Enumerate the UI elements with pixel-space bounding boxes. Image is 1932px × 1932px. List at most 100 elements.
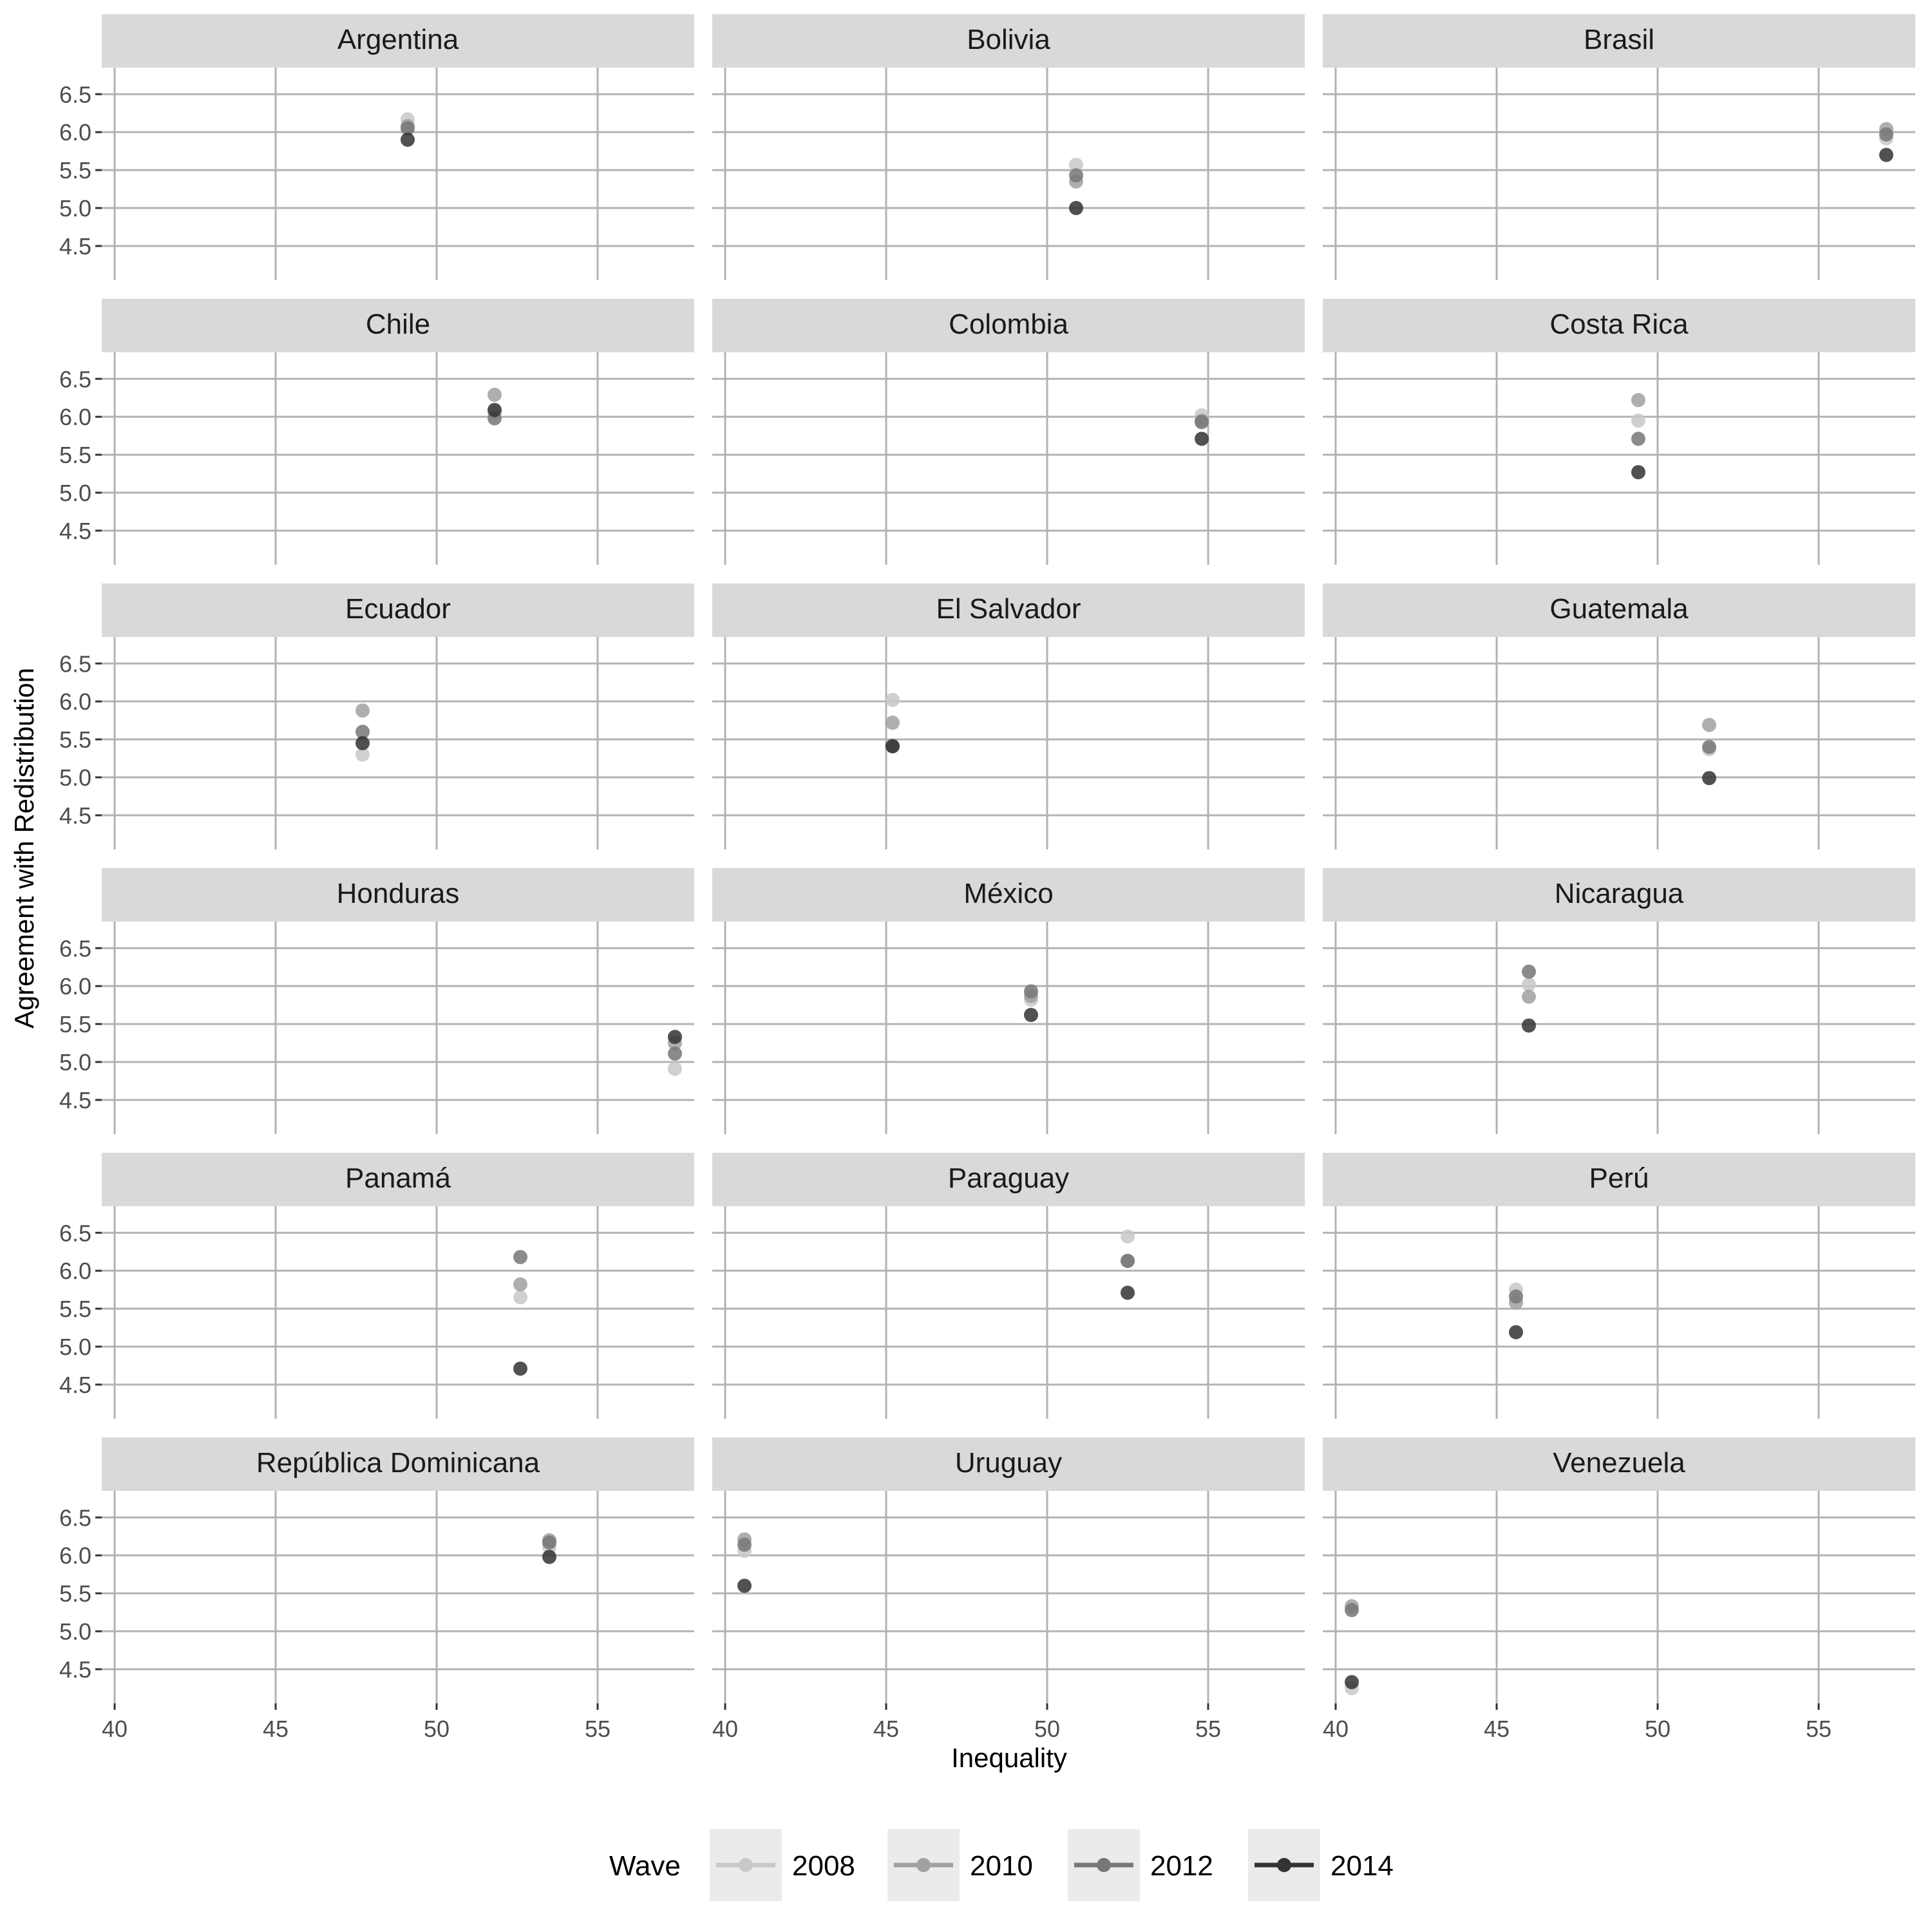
- facet-panel: Nicaragua: [1323, 868, 1915, 1134]
- facet-panel: Uruguay: [712, 1437, 1305, 1703]
- facet-strip: [712, 1437, 1305, 1491]
- facet-panel: Argentina: [102, 14, 694, 280]
- data-point-2008: [1069, 157, 1083, 172]
- legend-key-point: [916, 1858, 931, 1872]
- panel-background: [712, 352, 1305, 565]
- panel-background: [712, 922, 1305, 1134]
- y-tick-label: 6.0: [59, 404, 91, 430]
- panel-background: [1323, 637, 1915, 849]
- data-point-2012: [1631, 431, 1645, 446]
- facet-panels: Argentina Bolivia Brasil Chile Colombia Costa…: [102, 14, 1915, 1703]
- panel-background: [102, 1206, 694, 1419]
- x-tick-label: 50: [1645, 1716, 1671, 1742]
- legend-key-point: [1277, 1858, 1291, 1872]
- y-tick-label: 5.0: [59, 1334, 91, 1360]
- data-point-2014: [1121, 1285, 1135, 1300]
- data-point-2012: [1345, 1603, 1359, 1618]
- facet-panel: República Dominicana: [102, 1437, 694, 1703]
- data-point-2014: [355, 736, 370, 750]
- y-tick-label: 6.5: [59, 650, 91, 677]
- x-tick-label: 55: [1806, 1716, 1832, 1742]
- facet-strip: [1323, 1437, 1915, 1491]
- legend-item: 2010: [887, 1829, 1033, 1901]
- facet-panel: Perú: [1323, 1153, 1915, 1419]
- data-point-2014: [1024, 1007, 1038, 1022]
- x-tick-label: 40: [1323, 1716, 1349, 1742]
- y-tick-label: 6.0: [59, 1542, 91, 1569]
- data-point-2012: [542, 1535, 556, 1550]
- facet-title: Honduras: [337, 878, 460, 909]
- x-tick-label: 45: [1484, 1716, 1510, 1742]
- data-point-2010: [488, 388, 502, 402]
- facet-panel: Paraguay: [712, 1153, 1305, 1419]
- y-tick-label: 4.5: [59, 518, 91, 544]
- data-point-2014: [668, 1030, 682, 1045]
- x-tick-label: 45: [873, 1716, 899, 1742]
- y-tick-label: 5.0: [59, 764, 91, 791]
- panel-background: [102, 1491, 694, 1703]
- y-tick-label: 4.5: [59, 802, 91, 829]
- facet-title: Venezuela: [1553, 1447, 1685, 1479]
- data-point-2008: [668, 1061, 682, 1076]
- y-tick-label: 6.5: [59, 1220, 91, 1246]
- facet-title: Costa Rica: [1549, 308, 1689, 340]
- data-point-2014: [1195, 431, 1209, 446]
- y-tick-label: 4.5: [59, 233, 91, 260]
- data-point-2014: [1345, 1675, 1359, 1689]
- facet-title: El Salvador: [936, 593, 1081, 625]
- panel-background: [1323, 68, 1915, 280]
- data-point-2012: [1522, 964, 1536, 979]
- facet-panel: Chile: [102, 299, 694, 565]
- data-point-2012: [513, 1249, 527, 1264]
- facet-strip: [1323, 14, 1915, 68]
- y-tick-label: 5.5: [59, 1580, 91, 1607]
- data-point-2012: [1879, 127, 1893, 142]
- facet-panel: México: [712, 868, 1305, 1134]
- facet-panel: Costa Rica: [1323, 299, 1915, 565]
- facet-title: Colombia: [949, 308, 1068, 340]
- data-point-2014: [1702, 771, 1716, 786]
- facet-panel: Colombia: [712, 299, 1305, 565]
- facet-strip: [712, 299, 1305, 352]
- y-tick-label: 6.5: [59, 81, 91, 108]
- y-tick-label: 4.5: [59, 1087, 91, 1113]
- data-point-2008: [886, 692, 900, 707]
- facet-title: Panamá: [345, 1162, 451, 1194]
- y-tick-label: 5.5: [59, 1011, 91, 1037]
- facet-strip: [712, 583, 1305, 637]
- legend-label: 2010: [970, 1850, 1033, 1882]
- legend-title: Wave: [609, 1850, 681, 1882]
- panel-background: [712, 1491, 1305, 1703]
- panel-background: [102, 922, 694, 1134]
- x-tick-label: 55: [1195, 1716, 1221, 1742]
- facet-strip: [1323, 1153, 1915, 1206]
- y-tick-label: 6.5: [59, 1504, 91, 1531]
- panel-background: [1323, 922, 1915, 1134]
- y-tick-label: 5.5: [59, 442, 91, 468]
- facet-strip: [102, 868, 694, 922]
- data-point-2008: [355, 747, 370, 762]
- x-tick-label: 50: [424, 1716, 450, 1742]
- y-tick-label: 6.0: [59, 973, 91, 999]
- y-tick-label: 5.0: [59, 1618, 91, 1645]
- data-point-2012: [1702, 739, 1716, 754]
- axes: 4.5 5.0 5.5 6.0 6.5 4.5 5.0 5.5 6.0 6.5 4.5 5.0 5.5 6…: [59, 81, 1832, 1742]
- legend-item: 2014: [1248, 1829, 1394, 1901]
- facet-strip: [712, 1153, 1305, 1206]
- y-tick-label: 5.5: [59, 1296, 91, 1322]
- facet-title: República Dominicana: [256, 1447, 540, 1479]
- facet-title: Perú: [1589, 1162, 1649, 1194]
- data-point-2010: [513, 1277, 527, 1292]
- legend-label: 2014: [1331, 1850, 1394, 1882]
- facet-title: México: [963, 878, 1053, 909]
- facet-strip: [102, 583, 694, 637]
- data-point-2010: [355, 703, 370, 718]
- data-point-2012: [355, 724, 370, 739]
- facet-title: Paraguay: [948, 1162, 1069, 1194]
- data-point-2014: [488, 402, 502, 417]
- data-point-2010: [1522, 989, 1536, 1004]
- facet-strip: [102, 1437, 694, 1491]
- x-axis-label: Inequality: [951, 1743, 1067, 1773]
- panel-background: [102, 68, 694, 280]
- data-point-2012: [1195, 415, 1209, 430]
